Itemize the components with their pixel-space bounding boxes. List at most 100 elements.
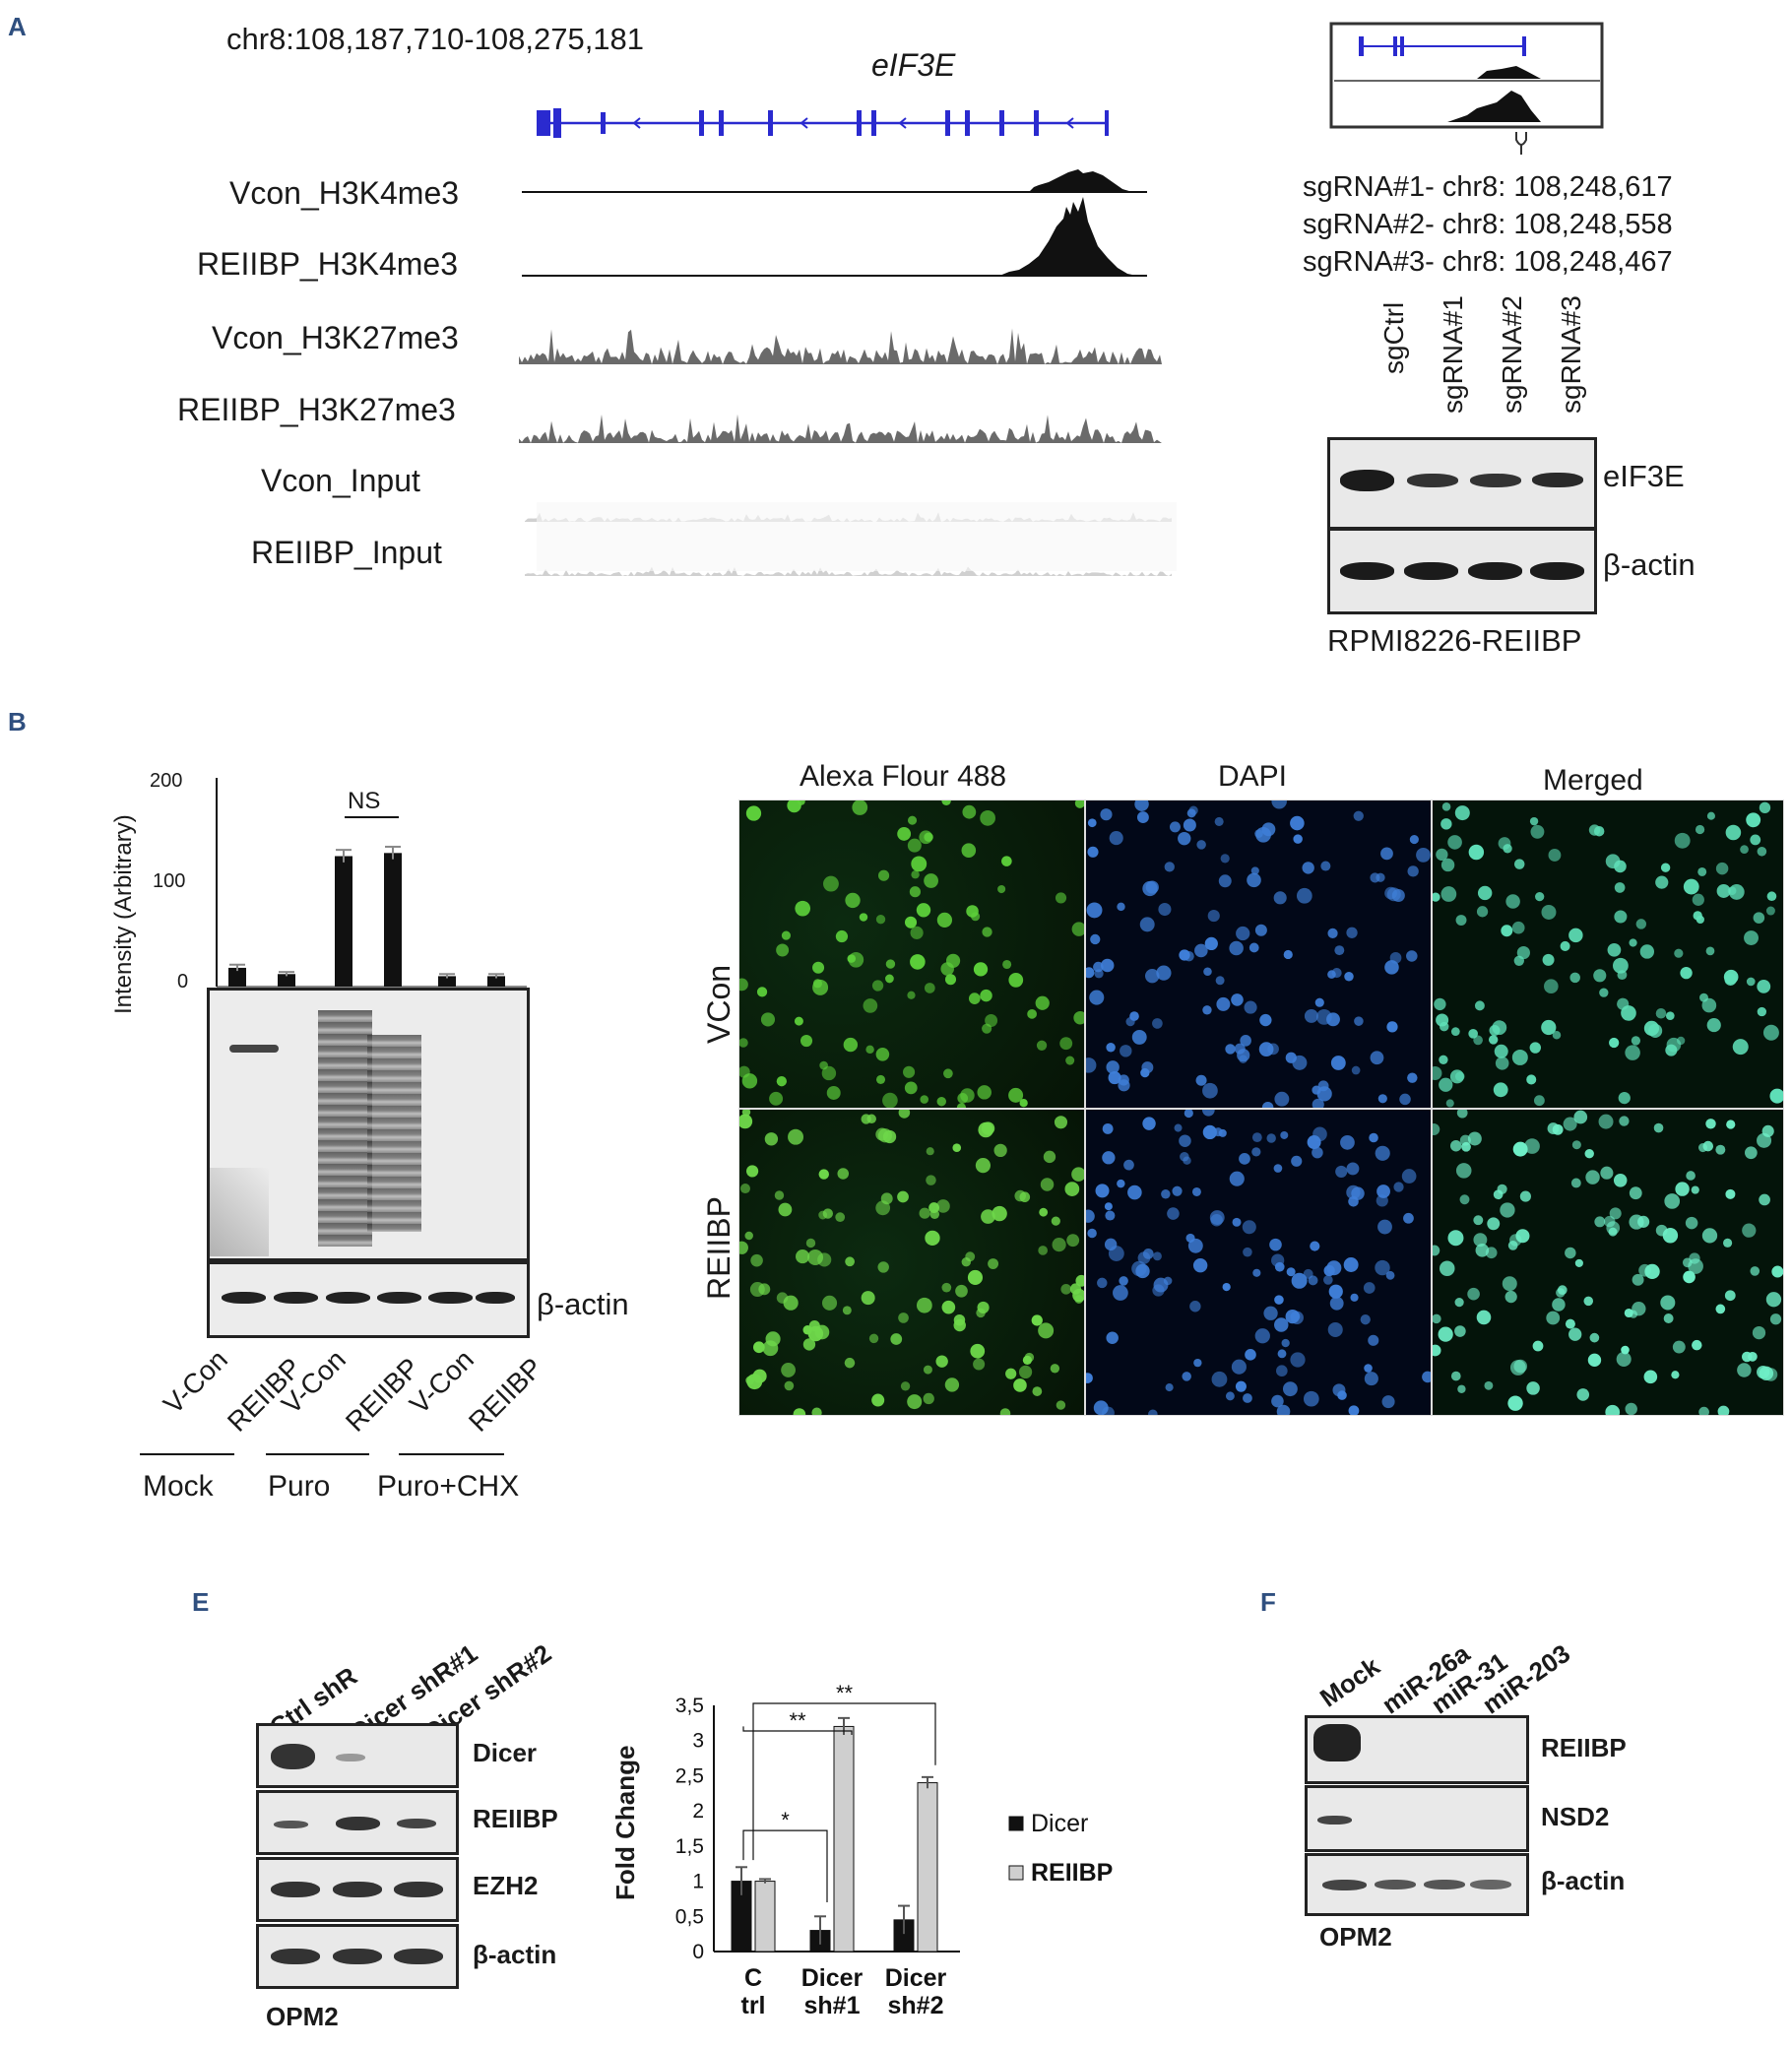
cell-nucleus <box>1376 1185 1390 1198</box>
cell-nucleus <box>1594 1216 1606 1228</box>
cell-nucleus <box>1662 1228 1679 1244</box>
cell-nucleus <box>1291 1155 1303 1167</box>
cell-nucleus <box>1136 811 1149 823</box>
cell-nucleus <box>1715 1304 1726 1314</box>
cell-nucleus <box>1038 1246 1048 1255</box>
cell-nucleus <box>1277 1349 1287 1359</box>
cell-nucleus <box>1291 1272 1308 1289</box>
f-cellline: OPM2 <box>1319 1922 1392 1952</box>
cell-nucleus <box>1762 1024 1779 1041</box>
cell-nucleus <box>1688 1258 1703 1274</box>
cell-nucleus <box>1105 1210 1116 1221</box>
micro-vcon-alexa <box>738 800 1085 1109</box>
cell-nucleus <box>1744 930 1759 945</box>
cell-nucleus <box>1243 1247 1252 1257</box>
cell-nucleus <box>1447 835 1462 850</box>
cell-nucleus <box>1665 1011 1675 1021</box>
cell-nucleus <box>1655 875 1669 889</box>
cell-nucleus <box>1376 1194 1388 1207</box>
cell-nucleus <box>1312 1146 1323 1159</box>
cell-nucleus <box>1250 866 1259 875</box>
cell-nucleus <box>997 884 1006 894</box>
cell-nucleus <box>1183 818 1196 832</box>
cell-nucleus <box>1164 862 1175 872</box>
cell-nucleus <box>1532 1340 1544 1352</box>
cell-nucleus <box>1273 891 1287 905</box>
b-bar-6 <box>487 976 505 987</box>
cell-nucleus <box>1364 1364 1373 1373</box>
panel-letter-f: F <box>1260 1587 1276 1617</box>
cell-nucleus <box>1066 1234 1080 1248</box>
cell-nucleus <box>1087 818 1097 828</box>
cell-nucleus <box>1005 1368 1017 1379</box>
e-ytick: 1,5 <box>675 1835 704 1858</box>
cell-nucleus <box>1635 919 1647 929</box>
micro-col-dapi: DAPI <box>1218 760 1288 793</box>
cell-nucleus <box>1422 1371 1431 1383</box>
cell-nucleus <box>1139 917 1155 932</box>
blot-nsd2 <box>1305 1785 1529 1852</box>
cell-nucleus <box>1179 1134 1191 1147</box>
cell-nucleus <box>1282 1381 1298 1397</box>
cell-nucleus <box>1292 1055 1308 1070</box>
cell-nucleus <box>765 1331 781 1347</box>
sgrna-2-coord: sgRNA#2- chr8: 108,248,558 <box>1303 209 1673 240</box>
cell-nucleus <box>1163 1276 1173 1286</box>
cell-nucleus <box>1476 906 1489 918</box>
cell-nucleus <box>1409 834 1419 845</box>
cell-nucleus <box>752 1369 767 1383</box>
cell-nucleus <box>752 1341 765 1354</box>
cell-nucleus <box>1304 1008 1318 1023</box>
cell-nucleus <box>903 1065 916 1078</box>
cell-nucleus <box>852 800 868 815</box>
cell-nucleus <box>1274 1317 1289 1332</box>
cell-nucleus <box>1440 818 1452 830</box>
cell-nucleus <box>805 1238 816 1249</box>
cell-nucleus <box>1086 967 1095 979</box>
cell-nucleus <box>1340 1134 1355 1150</box>
cell-nucleus <box>1638 1263 1651 1277</box>
e-legend-swatch-1 <box>1008 1816 1024 1831</box>
cell-nucleus <box>1605 854 1621 869</box>
cell-nucleus <box>1134 800 1149 811</box>
track-label-6: REIIBP_Input <box>251 535 442 570</box>
cell-nucleus <box>962 804 977 819</box>
cell-nucleus <box>1541 904 1557 920</box>
cell-nucleus <box>1433 1313 1441 1324</box>
cell-nucleus <box>1765 906 1775 916</box>
cell-nucleus <box>1568 928 1583 943</box>
e-legend-label-2: REIIBP <box>1031 1859 1113 1887</box>
cell-nucleus <box>923 1365 932 1375</box>
cell-nucleus <box>926 1175 936 1185</box>
cell-nucleus <box>1261 822 1276 837</box>
cell-nucleus <box>1584 1148 1594 1159</box>
cell-nucleus <box>1613 1174 1628 1187</box>
cell-nucleus <box>1495 1057 1509 1070</box>
cell-nucleus <box>1529 1042 1542 1054</box>
cell-nucleus <box>1043 1150 1056 1164</box>
cell-nucleus <box>1726 1120 1736 1129</box>
cell-nucleus <box>821 1295 838 1311</box>
e-ytick: 3 <box>692 1730 704 1753</box>
cell-nucleus <box>1607 942 1622 957</box>
cell-nucleus <box>1568 1327 1582 1341</box>
cell-nucleus <box>1326 1260 1342 1276</box>
cell-nucleus <box>993 1143 1007 1158</box>
cell-nucleus <box>911 856 928 872</box>
cell-nucleus <box>1348 1405 1360 1415</box>
cell-nucleus <box>897 826 912 841</box>
micro-reiibp-dapi <box>1085 1109 1432 1416</box>
cell-nucleus <box>783 1295 799 1311</box>
genomic-coordinates: chr8:108,187,710-108,275,181 <box>226 22 645 56</box>
cell-nucleus <box>1165 1383 1174 1392</box>
cell-nucleus <box>1701 1228 1718 1244</box>
cell-nucleus <box>1519 1190 1531 1202</box>
cell-nucleus <box>1605 1404 1621 1415</box>
micro-col-merged: Merged <box>1543 764 1643 797</box>
cell-nucleus <box>1716 883 1731 898</box>
cell-nucleus <box>818 1169 829 1180</box>
cell-nucleus <box>1271 1253 1285 1267</box>
cell-nucleus <box>793 1408 806 1415</box>
e-blot-ezh2: EZH2 <box>473 1871 539 1900</box>
cell-nucleus <box>1740 845 1749 854</box>
